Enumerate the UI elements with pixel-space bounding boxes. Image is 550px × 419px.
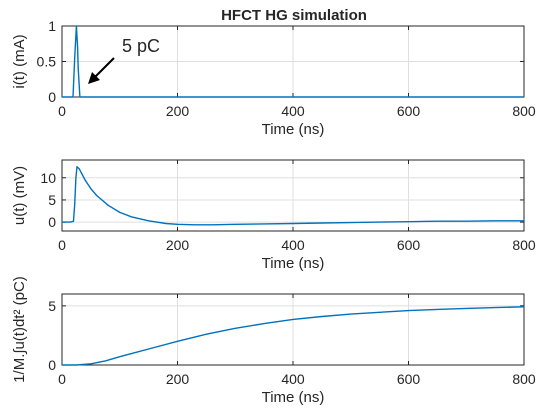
x-tick-label: 0 [58, 371, 66, 387]
y-tick-label: 0 [48, 357, 56, 373]
x-tick-label: 0 [58, 103, 66, 119]
subplot-3: 0 200 400 600 800 0 5 Time (ns) 1/M.∫u(t)dt² (pC… [11, 276, 536, 406]
x-tick-label: 200 [166, 371, 190, 387]
x-axis-label: Time (ns) [262, 389, 325, 406]
x-tick-label: 400 [281, 103, 305, 119]
y-tick-label: 1 [48, 18, 56, 34]
x-axis-label: Time (ns) [262, 121, 325, 138]
x-tick-label: 600 [397, 371, 421, 387]
axes-box [61, 293, 525, 366]
axes-box [61, 159, 525, 232]
y-tick-label: 0.5 [37, 54, 57, 70]
y-tick-label: 0 [48, 89, 56, 105]
annotation: 5 pC [88, 36, 160, 84]
x-tick-label: 0 [58, 237, 66, 253]
y-tick-label: 0 [48, 214, 56, 230]
x-tick-label: 800 [512, 237, 536, 253]
axes-group: 0 200 400 600 800 0 0.5 1 Time (ns) i(t) (mA) 0 200… [11, 18, 536, 406]
y-axis-label: 1/M.∫u(t)dt² (pC) [11, 276, 28, 383]
x-tick-label: 200 [166, 103, 190, 119]
x-tick-label: 200 [166, 237, 190, 253]
series-line [62, 306, 525, 366]
series-line [62, 25, 524, 98]
annotation-label: 5 pC [122, 36, 160, 56]
y-tick-label: 10 [40, 170, 56, 186]
chart-title: HFCT HG simulation [221, 7, 367, 24]
x-tick-label: 400 [281, 371, 305, 387]
y-axis-label: i(t) (mA) [11, 34, 28, 88]
annotation-arrowhead [88, 72, 100, 84]
y-axis-label: u(t) (mV) [11, 166, 28, 225]
x-tick-label: 600 [397, 103, 421, 119]
series-line [62, 165, 524, 226]
annotation-arrow-line [93, 57, 115, 79]
x-tick-label: 400 [281, 237, 305, 253]
x-tick-label: 800 [512, 371, 536, 387]
x-axis-label: Time (ns) [262, 255, 325, 272]
y-tick-label: 5 [48, 192, 56, 208]
subplot-1: 0 200 400 600 800 0 0.5 1 Time (ns) i(t) (mA) [11, 18, 536, 138]
x-tick-label: 800 [512, 103, 536, 119]
x-tick-label: 600 [397, 237, 421, 253]
y-tick-label: 5 [48, 298, 56, 314]
subplot-2: 0 200 400 600 800 0 5 10 Time (ns) u(t) (mV) [11, 159, 536, 272]
